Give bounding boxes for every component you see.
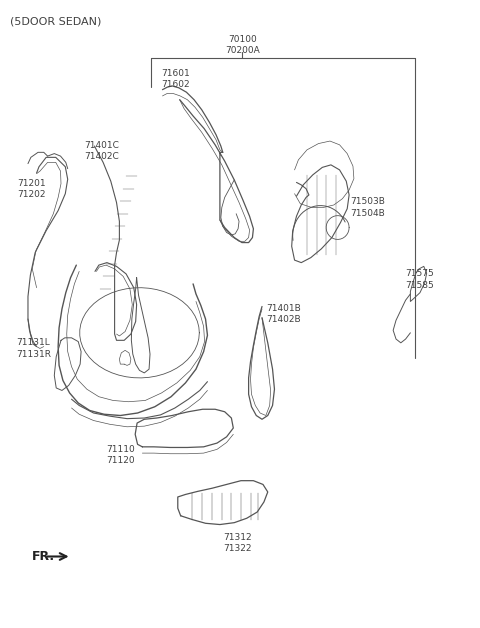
Text: (5DOOR SEDAN): (5DOOR SEDAN)	[10, 16, 102, 26]
Text: 71110
71120: 71110 71120	[106, 445, 135, 465]
Text: 71201
71202: 71201 71202	[17, 178, 46, 198]
Text: 70100
70200A: 70100 70200A	[225, 35, 260, 55]
Text: 71601
71602: 71601 71602	[161, 69, 190, 89]
Text: 71401C
71402C: 71401C 71402C	[84, 141, 120, 161]
Text: 71131L
71131R: 71131L 71131R	[16, 338, 51, 359]
Text: 71575
71585: 71575 71585	[405, 269, 434, 290]
Text: 71401B
71402B: 71401B 71402B	[266, 304, 301, 324]
Text: 71312
71322: 71312 71322	[223, 533, 252, 553]
Text: 71503B
71504B: 71503B 71504B	[350, 197, 385, 217]
Text: FR.: FR.	[32, 550, 55, 563]
